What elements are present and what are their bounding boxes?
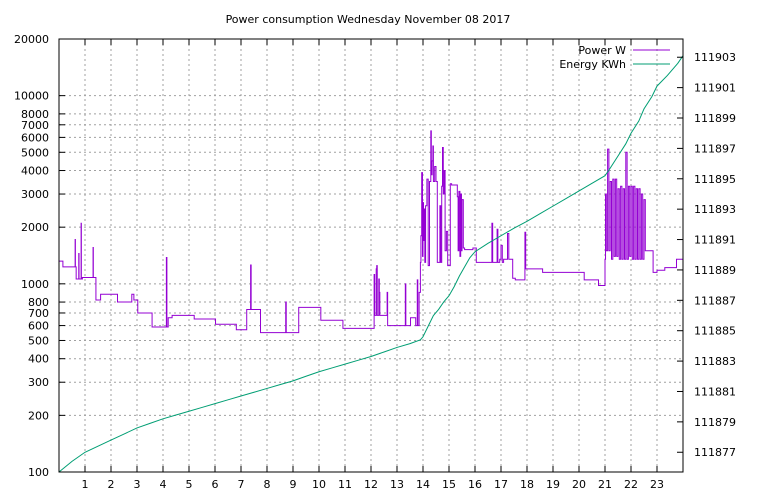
x-tick-label: 20 (572, 478, 586, 491)
axes: 1 2 3 4 5 6 7 8 9 10 11 12 13 14 15 16 17 18 19 20 21 22 23100… (14, 33, 736, 491)
y-tick-label: 5000 (21, 146, 49, 159)
x-tick-label: 12 (364, 478, 378, 491)
y2-tick-label: 111881 (694, 385, 736, 398)
x-tick-label: 1 (82, 478, 89, 491)
y-tick-label: 2000 (21, 221, 49, 234)
x-tick-label: 13 (390, 478, 404, 491)
x-tick-label: 23 (650, 478, 664, 491)
x-tick-label: 8 (264, 478, 271, 491)
x-tick-label: 21 (598, 478, 612, 491)
y2-tick-label: 111901 (694, 82, 736, 95)
x-tick-label: 3 (134, 478, 141, 491)
y2-tick-label: 111899 (694, 112, 736, 125)
x-tick-label: 15 (442, 478, 456, 491)
x-tick-label: 2 (108, 478, 115, 491)
x-tick-label: 18 (520, 478, 534, 491)
y-tick-label: 300 (28, 376, 49, 389)
legend-label-energy: Energy KWh (559, 58, 626, 71)
legend-label-power: Power W (578, 44, 626, 57)
y-tick-label: 100 (28, 466, 49, 479)
y-tick-label: 4000 (21, 165, 49, 178)
legend: Power W Energy KWh (559, 44, 670, 71)
y2-tick-label: 111883 (694, 355, 736, 368)
y-tick-label: 600 (28, 320, 49, 333)
y-tick-label: 700 (28, 307, 49, 320)
x-tick-label: 11 (338, 478, 352, 491)
y-tick-label: 1000 (21, 278, 49, 291)
x-tick-label: 7 (238, 478, 245, 491)
chart-title: Power consumption Wednesday November 08 … (226, 13, 511, 26)
y-tick-label: 10000 (14, 90, 49, 103)
y2-tick-label: 111879 (694, 416, 736, 429)
y-tick-label: 3000 (21, 188, 49, 201)
x-tick-label: 4 (160, 478, 167, 491)
y2-tick-label: 111887 (694, 294, 736, 307)
x-tick-label: 5 (186, 478, 193, 491)
y2-tick-label: 111897 (694, 142, 736, 155)
x-tick-label: 22 (624, 478, 638, 491)
y-tick-label: 6000 (21, 131, 49, 144)
x-tick-label: 10 (312, 478, 326, 491)
y-tick-label: 800 (28, 296, 49, 309)
series-line-power (59, 130, 683, 334)
x-tick-label: 16 (468, 478, 482, 491)
y2-tick-label: 111885 (694, 325, 736, 338)
y-tick-label: 500 (28, 334, 49, 347)
y2-tick-label: 111891 (694, 234, 736, 247)
y-tick-label: 8000 (21, 108, 49, 121)
series-layer (58, 55, 684, 473)
y-tick-label: 400 (28, 353, 49, 366)
y2-tick-label: 111903 (694, 51, 736, 64)
x-tick-label: 6 (212, 478, 219, 491)
x-tick-label: 17 (494, 478, 508, 491)
y-tick-label: 7000 (21, 119, 49, 132)
y2-tick-label: 111895 (694, 173, 736, 186)
x-tick-label: 14 (416, 478, 430, 491)
y2-tick-label: 111893 (694, 203, 736, 216)
grid (59, 39, 683, 472)
x-tick-label: 9 (290, 478, 297, 491)
series-line-energy (58, 55, 684, 473)
y2-tick-label: 111877 (694, 446, 736, 459)
y-tick-label: 200 (28, 409, 49, 422)
x-tick-label: 19 (546, 478, 560, 491)
y2-tick-label: 111889 (694, 264, 736, 277)
y-tick-label: 20000 (14, 33, 49, 46)
